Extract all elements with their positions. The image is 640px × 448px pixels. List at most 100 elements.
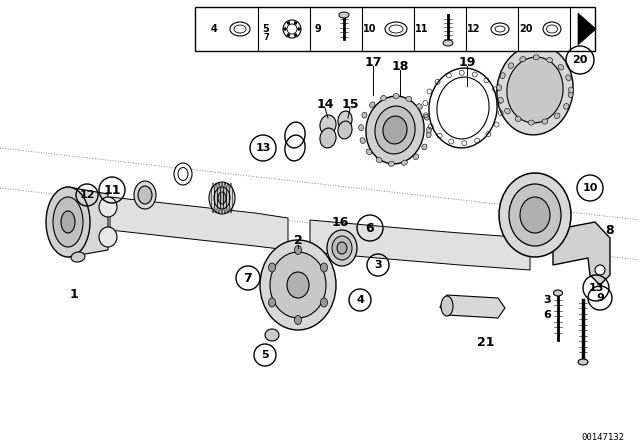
Ellipse shape bbox=[270, 252, 326, 318]
Ellipse shape bbox=[422, 144, 427, 150]
Ellipse shape bbox=[53, 197, 83, 247]
Text: 4: 4 bbox=[211, 24, 218, 34]
Ellipse shape bbox=[46, 187, 90, 257]
Ellipse shape bbox=[99, 197, 117, 217]
Ellipse shape bbox=[497, 85, 502, 90]
Text: 13: 13 bbox=[255, 143, 271, 153]
Ellipse shape bbox=[508, 63, 514, 69]
Text: 6: 6 bbox=[365, 221, 374, 234]
Ellipse shape bbox=[339, 12, 349, 18]
Ellipse shape bbox=[269, 263, 275, 272]
Text: 3: 3 bbox=[374, 260, 382, 270]
Ellipse shape bbox=[298, 27, 301, 30]
Ellipse shape bbox=[230, 22, 250, 36]
Ellipse shape bbox=[568, 87, 573, 93]
Ellipse shape bbox=[578, 359, 588, 365]
Text: 9: 9 bbox=[596, 293, 604, 303]
Ellipse shape bbox=[376, 157, 382, 163]
Text: 13: 13 bbox=[588, 283, 604, 293]
Ellipse shape bbox=[320, 128, 336, 148]
Ellipse shape bbox=[401, 160, 407, 165]
Ellipse shape bbox=[547, 57, 552, 63]
Ellipse shape bbox=[507, 57, 563, 123]
Text: 4: 4 bbox=[356, 295, 364, 305]
Ellipse shape bbox=[287, 22, 290, 25]
Ellipse shape bbox=[320, 115, 336, 135]
Ellipse shape bbox=[321, 298, 328, 307]
Ellipse shape bbox=[383, 116, 407, 144]
Text: 10: 10 bbox=[364, 24, 377, 34]
Polygon shape bbox=[310, 220, 530, 270]
Ellipse shape bbox=[554, 113, 560, 119]
Ellipse shape bbox=[332, 236, 352, 260]
Ellipse shape bbox=[360, 138, 365, 143]
Ellipse shape bbox=[294, 246, 301, 254]
Text: 5: 5 bbox=[262, 24, 269, 34]
Ellipse shape bbox=[499, 173, 571, 257]
Text: 15: 15 bbox=[341, 99, 359, 112]
Ellipse shape bbox=[497, 45, 573, 135]
Ellipse shape bbox=[554, 290, 563, 296]
Ellipse shape bbox=[509, 184, 561, 246]
Text: 21: 21 bbox=[477, 336, 495, 349]
Ellipse shape bbox=[564, 103, 569, 109]
Text: 10: 10 bbox=[582, 183, 598, 193]
Ellipse shape bbox=[209, 182, 235, 214]
Ellipse shape bbox=[366, 96, 424, 164]
Ellipse shape bbox=[504, 108, 510, 114]
Ellipse shape bbox=[413, 154, 419, 159]
Ellipse shape bbox=[528, 120, 534, 125]
Ellipse shape bbox=[385, 22, 407, 36]
Text: 00147132: 00147132 bbox=[581, 433, 624, 442]
Ellipse shape bbox=[498, 97, 504, 103]
Ellipse shape bbox=[260, 240, 336, 330]
Ellipse shape bbox=[595, 265, 605, 275]
Text: 2: 2 bbox=[294, 233, 302, 246]
Ellipse shape bbox=[369, 102, 375, 108]
Ellipse shape bbox=[71, 252, 85, 262]
Ellipse shape bbox=[321, 263, 328, 272]
Ellipse shape bbox=[218, 192, 226, 204]
Ellipse shape bbox=[294, 22, 297, 25]
Ellipse shape bbox=[441, 296, 453, 316]
Ellipse shape bbox=[520, 197, 550, 233]
Text: 7: 7 bbox=[244, 271, 252, 284]
Ellipse shape bbox=[417, 103, 422, 109]
Ellipse shape bbox=[547, 25, 557, 33]
Ellipse shape bbox=[380, 95, 387, 101]
Ellipse shape bbox=[178, 168, 188, 181]
Ellipse shape bbox=[287, 34, 290, 37]
Ellipse shape bbox=[284, 27, 287, 30]
Ellipse shape bbox=[426, 132, 431, 138]
Ellipse shape bbox=[533, 55, 540, 60]
Text: 9: 9 bbox=[315, 24, 321, 34]
Ellipse shape bbox=[61, 211, 75, 233]
Text: 3: 3 bbox=[543, 295, 551, 305]
Text: 18: 18 bbox=[391, 60, 409, 73]
Ellipse shape bbox=[338, 121, 352, 139]
Ellipse shape bbox=[99, 227, 117, 247]
Ellipse shape bbox=[566, 75, 571, 81]
Text: 8: 8 bbox=[605, 224, 614, 237]
Ellipse shape bbox=[388, 161, 394, 166]
Text: 16: 16 bbox=[332, 215, 349, 228]
Ellipse shape bbox=[491, 23, 509, 35]
Ellipse shape bbox=[174, 163, 192, 185]
Ellipse shape bbox=[389, 25, 403, 33]
Text: 12: 12 bbox=[79, 190, 95, 200]
Ellipse shape bbox=[520, 56, 525, 62]
Text: 20: 20 bbox=[572, 55, 588, 65]
Text: 14: 14 bbox=[316, 99, 333, 112]
Ellipse shape bbox=[366, 149, 372, 155]
Text: 17: 17 bbox=[364, 56, 381, 69]
Ellipse shape bbox=[269, 298, 275, 307]
Ellipse shape bbox=[265, 329, 279, 341]
Ellipse shape bbox=[362, 112, 367, 118]
Ellipse shape bbox=[558, 65, 564, 70]
Ellipse shape bbox=[214, 187, 230, 209]
Ellipse shape bbox=[500, 73, 505, 78]
Text: 11: 11 bbox=[103, 184, 121, 197]
Ellipse shape bbox=[294, 34, 297, 37]
Ellipse shape bbox=[287, 24, 297, 34]
Polygon shape bbox=[553, 222, 610, 285]
